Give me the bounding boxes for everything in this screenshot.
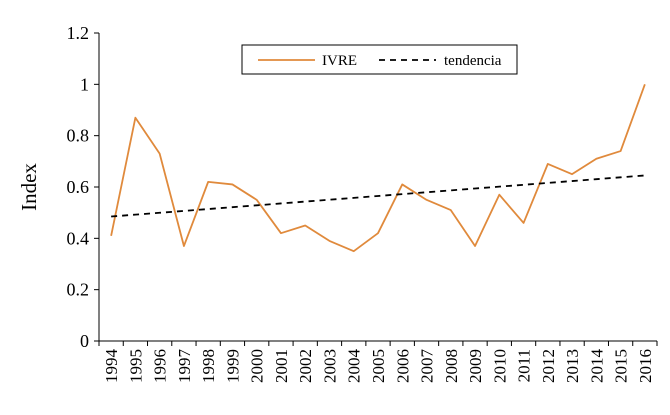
axes <box>98 33 657 342</box>
y-tick-label: 0.4 <box>67 228 90 248</box>
x-axis-ticks: 1994 1995 1996 1997 1998 1999 2000 2001 2002 2003… <box>98 341 658 384</box>
legend-label-ivre: IVRE <box>322 53 357 69</box>
y-axis-label: Index <box>17 163 41 211</box>
x-tick-label: 2002 <box>296 349 315 383</box>
x-tick-label: 2003 <box>320 349 339 383</box>
x-tick-label: 2004 <box>345 349 364 384</box>
x-tick-label: 1998 <box>199 349 218 383</box>
series-line-ivre <box>110 84 646 253</box>
x-tick-label: 2010 <box>490 349 509 383</box>
legend-label-tendencia: tendencia <box>444 53 502 69</box>
x-tick-label: 1997 <box>175 349 194 384</box>
series-line-tendencia <box>111 174 645 218</box>
x-tick-label: 2015 <box>612 349 631 383</box>
y-tick-label: 0.2 <box>67 280 90 300</box>
x-tick-label: 1994 <box>102 349 121 384</box>
x-tick-label: 2000 <box>248 349 267 383</box>
y-tick-label: 0 <box>80 331 89 351</box>
x-tick-label: 2012 <box>539 349 558 383</box>
y-tick-label: 1 <box>80 74 89 94</box>
x-tick-label: 2001 <box>272 349 291 383</box>
y-tick-label: 0.6 <box>67 177 90 197</box>
x-tick-label: 1995 <box>126 349 145 383</box>
series-layer <box>110 84 646 253</box>
x-tick-label: 2008 <box>442 349 461 383</box>
x-tick-label: 2005 <box>369 349 388 383</box>
x-tick-label: 1999 <box>223 349 242 383</box>
x-tick-label: 2007 <box>418 349 437 384</box>
x-tick-label: 1996 <box>151 349 170 383</box>
y-axis-ticks: 0 0.2 0.4 0.6 0.8 1 1.2 <box>67 23 99 351</box>
x-tick-label: 2013 <box>563 349 582 383</box>
y-tick-label: 0.8 <box>67 126 90 146</box>
legend: IVRE tendencia <box>241 44 518 75</box>
x-tick-label: 2014 <box>587 349 606 384</box>
x-tick-label: 2006 <box>393 349 412 383</box>
x-tick-label: 2016 <box>636 349 655 383</box>
x-tick-label: 2009 <box>466 349 485 383</box>
y-tick-label: 1.2 <box>67 23 90 43</box>
x-tick-label: 2011 <box>515 349 534 382</box>
